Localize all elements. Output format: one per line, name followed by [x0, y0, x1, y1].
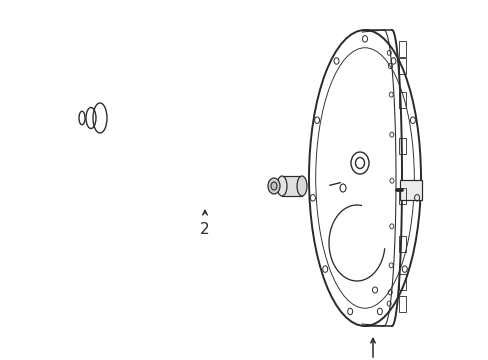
Bar	[398, 138, 405, 154]
Text: 2: 2	[200, 222, 209, 238]
Bar	[399, 180, 421, 200]
Ellipse shape	[296, 176, 306, 196]
Bar	[398, 236, 405, 252]
Ellipse shape	[276, 176, 286, 196]
Bar	[398, 188, 405, 204]
Bar	[282, 176, 302, 196]
Bar	[398, 58, 405, 74]
Bar	[398, 296, 405, 312]
Bar	[398, 92, 405, 108]
Bar	[398, 41, 405, 57]
Ellipse shape	[267, 178, 280, 194]
Bar	[398, 274, 405, 290]
Ellipse shape	[270, 182, 276, 190]
